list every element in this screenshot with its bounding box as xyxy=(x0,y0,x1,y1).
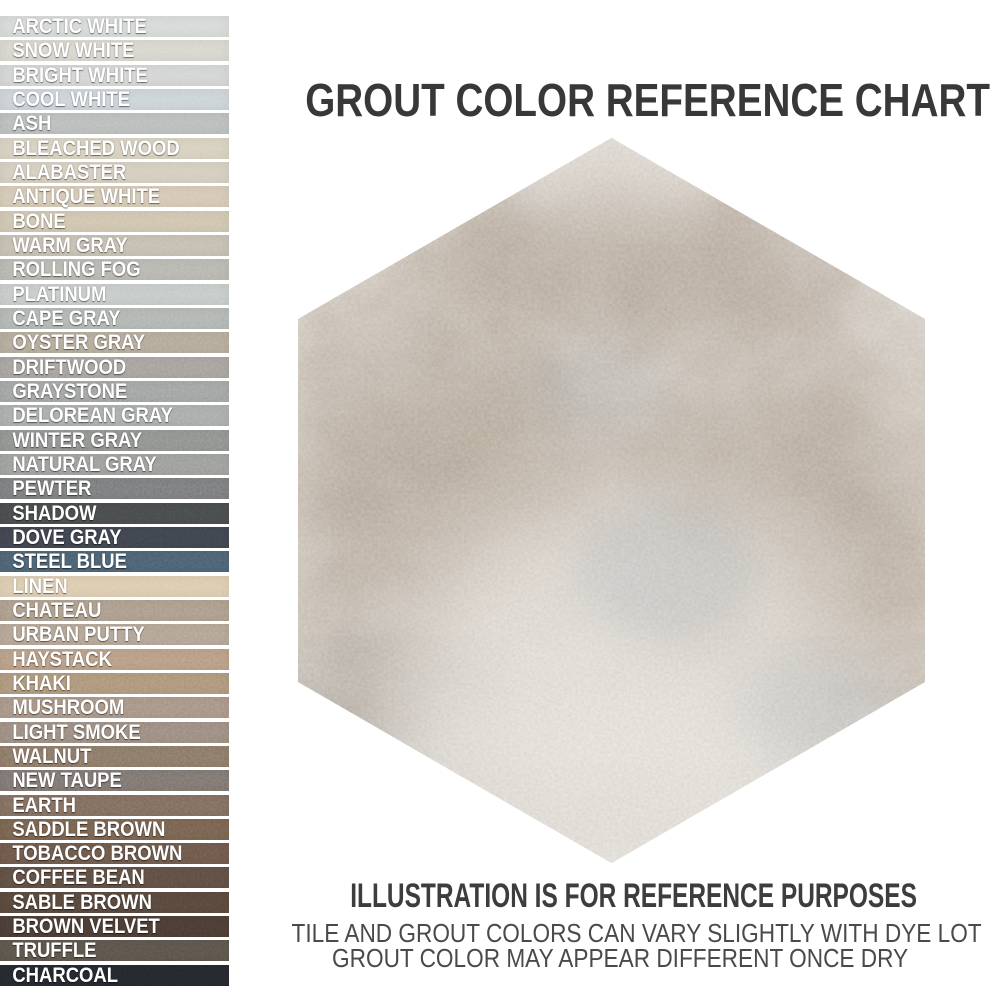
swatch-label: COOL WHITE xyxy=(12,87,131,111)
swatch-row: COOL WHITE xyxy=(0,87,229,111)
swatch-label: NATURAL GRAY xyxy=(12,452,157,476)
swatch-row: CAPE GRAY xyxy=(0,306,229,330)
swatch-label: EARTH xyxy=(12,793,76,817)
swatch-row: LINEN xyxy=(0,574,229,598)
swatch-row: ANTIQUE WHITE xyxy=(0,185,229,209)
swatch-row: WINTER GRAY xyxy=(0,428,229,452)
swatch-label: BRIGHT WHITE xyxy=(12,63,148,87)
swatch-label: ROLLING FOG xyxy=(12,258,141,282)
swatch-label: WALNUT xyxy=(12,744,92,768)
swatch-row: SHADOW xyxy=(0,501,229,525)
swatch-label: PEWTER xyxy=(12,477,92,501)
swatch-label: SHADOW xyxy=(12,501,97,525)
swatch-row: WARM GRAY xyxy=(0,233,229,257)
footer-line-1: TILE AND GROUT COLORS CAN VARY SLIGHTLY … xyxy=(240,918,1000,948)
swatch-label: TRUFFLE xyxy=(12,939,97,963)
footer-line-2: GROUT COLOR MAY APPEAR DIFFERENT ONCE DR… xyxy=(240,943,1000,973)
swatch-label: ARCTIC WHITE xyxy=(12,15,147,38)
swatch-row: CHATEAU xyxy=(0,598,229,622)
swatch-row: PLATINUM xyxy=(0,282,229,306)
swatch-row: BLEACHED WOOD xyxy=(0,136,229,160)
swatch-row: HAYSTACK xyxy=(0,647,229,671)
swatch-label: LIGHT SMOKE xyxy=(12,720,141,744)
swatch-label: PLATINUM xyxy=(12,282,107,306)
swatch-list: ARCTIC WHITE SNOW WHITE BRIGHT WHITE COO… xyxy=(0,16,229,986)
swatch-row: BROWN VELVET xyxy=(0,915,229,939)
swatch-row: TOBACCO BROWN xyxy=(0,842,229,866)
swatch-label: LINEN xyxy=(12,574,68,598)
swatch-label: DELOREAN GRAY xyxy=(12,404,173,428)
swatch-label: COFFEE BEAN xyxy=(12,866,145,890)
swatch-label: WARM GRAY xyxy=(12,233,128,257)
swatch-row: OYSTER GRAY xyxy=(0,331,229,355)
swatch-row: DOVE GRAY xyxy=(0,525,229,549)
swatch-label: HAYSTACK xyxy=(12,647,112,671)
swatch-row: ALABASTER xyxy=(0,160,229,184)
swatch-row: KHAKI xyxy=(0,671,229,695)
page-title-text: GROUT COLOR REFERENCE CHART xyxy=(305,73,991,126)
swatch-row: STEEL BLUE xyxy=(0,550,229,574)
swatch-row: NATURAL GRAY xyxy=(0,452,229,476)
swatch-label: BONE xyxy=(12,209,66,233)
footer-line-1-text: TILE AND GROUT COLORS CAN VARY SLIGHTLY … xyxy=(291,918,982,948)
footer-heading: ILLUSTRATION IS FOR REFERENCE PURPOSES xyxy=(240,878,1000,914)
swatch-label: GRAYSTONE xyxy=(12,379,128,403)
swatch-label: CHARCOAL xyxy=(12,963,119,987)
swatch-label: SADDLE BROWN xyxy=(12,817,166,841)
swatch-row: TRUFFLE xyxy=(0,939,229,963)
swatch-row: BONE xyxy=(0,209,229,233)
swatch-row: BRIGHT WHITE xyxy=(0,63,229,87)
page-title: GROUT COLOR REFERENCE CHART xyxy=(240,75,1000,125)
swatch-row: LIGHT SMOKE xyxy=(0,720,229,744)
swatch-row: EARTH xyxy=(0,793,229,817)
swatch-row: ROLLING FOG xyxy=(0,258,229,282)
swatch-row: ARCTIC WHITE xyxy=(0,16,229,37)
swatch-row: DRIFTWOOD xyxy=(0,355,229,379)
swatch-label: KHAKI xyxy=(12,671,71,695)
swatch-row: ASH xyxy=(0,112,229,136)
swatch-label: NEW TAUPE xyxy=(12,769,122,793)
swatch-row: NEW TAUPE xyxy=(0,769,229,793)
swatch-row: MUSHROOM xyxy=(0,696,229,720)
tile-grain xyxy=(298,138,925,863)
swatch-row: URBAN PUTTY xyxy=(0,623,229,647)
swatch-label: MUSHROOM xyxy=(12,696,125,720)
swatch-label: SNOW WHITE xyxy=(12,39,135,63)
hex-tile-illustration xyxy=(298,138,925,863)
footer-line-2-text: GROUT COLOR MAY APPEAR DIFFERENT ONCE DR… xyxy=(331,943,909,973)
swatch-label: SABLE BROWN xyxy=(12,890,152,914)
swatch-label: ASH xyxy=(12,112,52,136)
swatch-label: OYSTER GRAY xyxy=(12,331,146,355)
swatch-label: BLEACHED WOOD xyxy=(12,136,180,160)
swatch-row: SABLE BROWN xyxy=(0,890,229,914)
swatch-row: COFFEE BEAN xyxy=(0,866,229,890)
swatch-row: SADDLE BROWN xyxy=(0,817,229,841)
footer-heading-text: ILLUSTRATION IS FOR REFERENCE PURPOSES xyxy=(350,877,917,915)
swatch-label: CAPE GRAY xyxy=(12,306,121,330)
swatch-row: PEWTER xyxy=(0,477,229,501)
swatch-row: DELOREAN GRAY xyxy=(0,404,229,428)
swatch-label: TOBACCO BROWN xyxy=(12,842,183,866)
swatch-row: WALNUT xyxy=(0,744,229,768)
swatch-row: SNOW WHITE xyxy=(0,39,229,63)
swatch-label: STEEL BLUE xyxy=(12,550,127,574)
swatch-label: URBAN PUTTY xyxy=(12,623,145,647)
swatch-label: CHATEAU xyxy=(12,598,102,622)
swatch-label: ALABASTER xyxy=(12,160,127,184)
swatch-label: BROWN VELVET xyxy=(12,915,160,939)
swatch-label: ANTIQUE WHITE xyxy=(12,185,161,209)
swatch-row: GRAYSTONE xyxy=(0,379,229,403)
swatch-label: DRIFTWOOD xyxy=(12,355,127,379)
swatch-label: WINTER GRAY xyxy=(12,428,143,452)
swatch-row: CHARCOAL xyxy=(0,963,229,987)
swatch-label: DOVE GRAY xyxy=(12,525,122,549)
footer-note: ILLUSTRATION IS FOR REFERENCE PURPOSES T… xyxy=(240,878,1000,971)
